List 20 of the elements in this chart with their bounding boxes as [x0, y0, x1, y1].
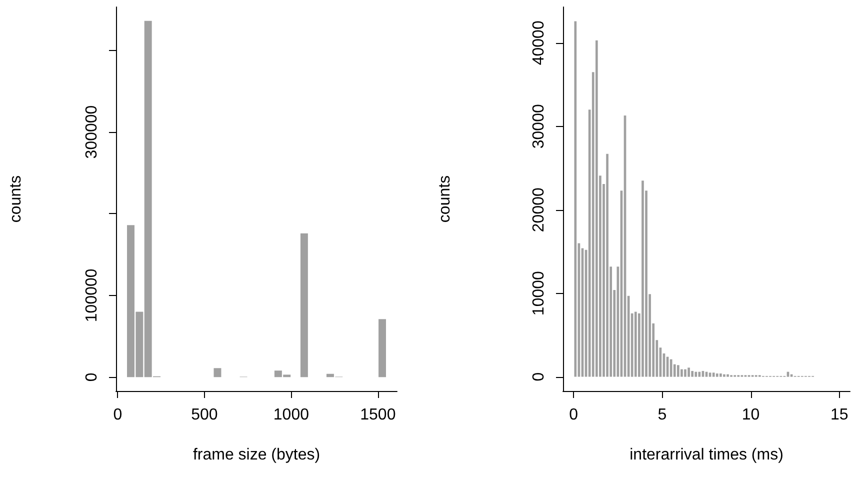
y-tick-label: 300000 [84, 105, 100, 159]
y-tick-label: 10000 [530, 270, 548, 316]
y-axis-title: counts [8, 175, 24, 223]
x-tick-label: 0 [113, 406, 122, 424]
x-tick-label: 0 [569, 406, 578, 424]
x-axis-title: frame size (bytes) [192, 446, 320, 464]
y-tick-label: 20000 [530, 188, 548, 232]
x-tick-label: 1000 [273, 406, 310, 424]
x-tick-label: 1500 [360, 406, 396, 424]
y-axis-title: counts [436, 175, 454, 223]
x-tick-label: 10 [742, 406, 760, 424]
x-tick-label: 15 [830, 406, 848, 424]
x-axis-title: interarrival times (ms) [630, 446, 784, 464]
y-tick-label: 30000 [530, 104, 548, 149]
x-tick-label: 500 [191, 406, 218, 424]
y-tick-label: 0 [84, 372, 100, 382]
y-tick-label: 0 [530, 372, 548, 382]
y-tick-label: 40000 [530, 20, 548, 66]
x-tick-label: 5 [658, 406, 667, 424]
y-tick-label: 100000 [84, 268, 100, 322]
